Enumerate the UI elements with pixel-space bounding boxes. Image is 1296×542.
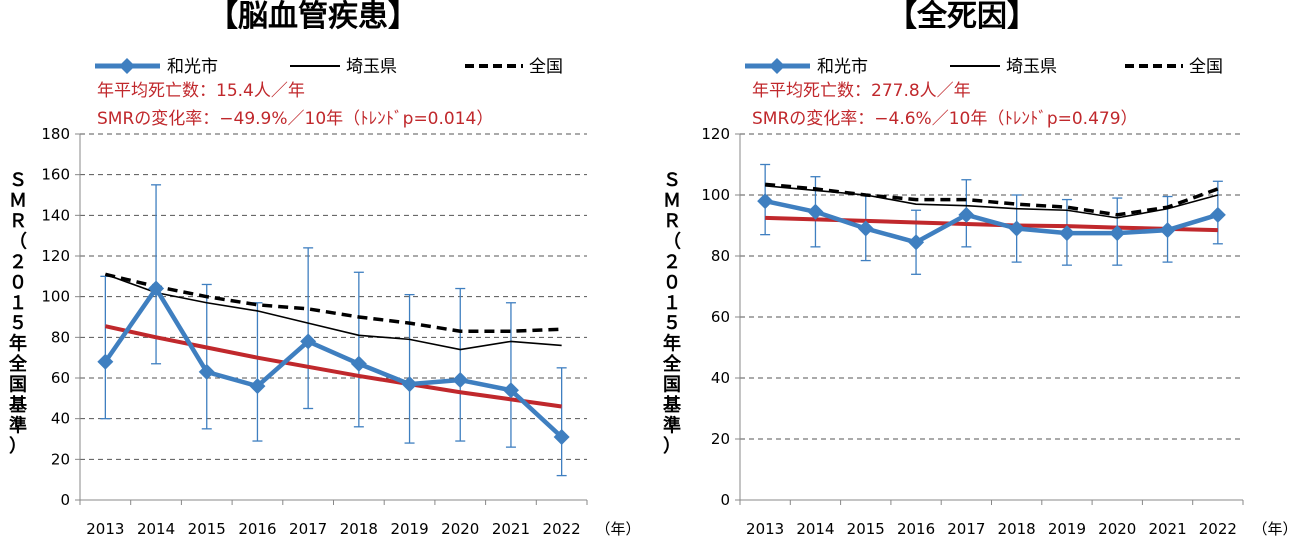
annotation-smr-change: SMRの変化率：−49.9%／10年（ﾄﾚﾝﾄﾞp=0.014） — [97, 109, 493, 129]
y-tick-label: 0 — [720, 491, 730, 509]
x-tick-label: 2018 — [340, 520, 378, 538]
series-national-line — [104, 272, 562, 333]
legend-wako-label: 和光市 — [817, 57, 868, 77]
series-wako-point — [807, 203, 824, 220]
series-saitama-line — [765, 185, 1219, 219]
y-tick-label: 100 — [41, 288, 70, 306]
series-wako-point — [97, 353, 114, 370]
y-tick-label: 0 — [60, 491, 70, 509]
legend-saitama-label: 埼玉県 — [1006, 57, 1057, 77]
x-tick-label: 2020 — [1098, 520, 1136, 538]
series-wako-point — [300, 333, 317, 350]
y-tick-label: 140 — [41, 206, 70, 224]
chart-2: 【全死因】 0 20 40 60 80 100 120 2013 2014 2015 2016 2017… — [662, 0, 1296, 538]
y-tick-label: 20 — [711, 430, 730, 448]
x-tick-label: 2022 — [1199, 520, 1237, 538]
series-wako-point — [1159, 222, 1176, 239]
y-tick-label: 120 — [41, 247, 70, 265]
series-wako-point — [757, 193, 774, 210]
y-tick-label: 40 — [711, 369, 730, 387]
x-tick-label: 2019 — [1048, 520, 1086, 538]
x-tick-label: 2020 — [441, 520, 479, 538]
series-wako-point — [1008, 220, 1025, 237]
series-wako-point — [958, 206, 975, 223]
y-axis-label: ＳＭＲ（２０１５年全国基準） — [662, 170, 682, 457]
y-tick-label: 60 — [51, 369, 70, 387]
series-trend-line — [104, 324, 562, 409]
y-tick-label: 40 — [51, 410, 70, 428]
x-axis-label: （年） — [595, 520, 640, 538]
legend-national-label: 全国 — [1189, 57, 1223, 77]
series-wako-line — [764, 198, 1219, 245]
x-tick-label: 2021 — [492, 520, 530, 538]
x-tick-label: 2015 — [847, 520, 885, 538]
series-saitama-line — [105, 273, 562, 351]
series-wako-point — [452, 372, 469, 389]
x-tick-label: 2013 — [86, 520, 124, 538]
series-wako-point — [502, 382, 519, 399]
x-tick-label: 2017 — [289, 520, 327, 538]
series-wako-point — [401, 376, 418, 393]
legend-wako-marker — [119, 58, 135, 74]
x-tick-label: 2016 — [238, 520, 276, 538]
series-national-line — [764, 182, 1219, 217]
x-tick-label: 2022 — [543, 520, 581, 538]
y-tick-label: 80 — [711, 247, 730, 265]
series-wako-point — [249, 378, 266, 395]
x-tick-label: 2017 — [947, 520, 985, 538]
series-wako-point — [857, 220, 874, 237]
y-tick-label: 100 — [701, 186, 730, 204]
y-axis-label: ＳＭＲ（２０１５年全国基準） — [8, 170, 28, 457]
chart-title: 【脳血管疾患】 — [208, 0, 418, 34]
legend-wako-marker — [769, 58, 785, 74]
legend-saitama-label: 埼玉県 — [346, 57, 397, 77]
series-wako-point — [1109, 225, 1126, 242]
series-wako-line — [103, 286, 564, 439]
x-tick-label: 2019 — [390, 520, 428, 538]
series-wako-point — [1209, 206, 1226, 223]
x-tick-label: 2014 — [137, 520, 175, 538]
x-tick-label: 2014 — [796, 520, 834, 538]
y-tick-label: 20 — [51, 450, 70, 468]
chart-1: 【脳血管疾患】 0 20 40 60 80 100 120 140 160 180 2013 2014 2… — [8, 0, 641, 538]
y-tick-label: 160 — [41, 166, 70, 184]
x-tick-label: 2015 — [188, 520, 226, 538]
x-tick-label: 2013 — [746, 520, 784, 538]
y-tick-label: 120 — [701, 125, 730, 143]
chart-title: 【全死因】 — [887, 0, 1037, 34]
annotation-smr-change: SMRの変化率：−4.6%／10年（ﾄﾚﾝﾄﾞp=0.479） — [752, 109, 1138, 129]
x-axis-label: （年） — [1252, 520, 1296, 538]
series-wako-point — [148, 280, 165, 297]
y-tick-label: 60 — [711, 308, 730, 326]
annotation-deaths: 年平均死亡数：277.8人／年 — [752, 81, 971, 101]
x-tick-label: 2016 — [897, 520, 935, 538]
y-tick-label: 180 — [41, 125, 70, 143]
y-tick-label: 80 — [51, 328, 70, 346]
x-tick-label: 2018 — [998, 520, 1036, 538]
series-wako-point — [198, 363, 215, 380]
series-wako-point — [908, 234, 925, 251]
series-wako-point — [350, 355, 367, 372]
legend-national-label: 全国 — [529, 57, 563, 77]
x-tick-label: 2021 — [1148, 520, 1186, 538]
series-wako-point — [553, 428, 570, 445]
annotation-deaths: 年平均死亡数：15.4人／年 — [97, 81, 305, 101]
legend-wako-label: 和光市 — [167, 57, 218, 77]
series-wako-point — [1058, 225, 1075, 242]
